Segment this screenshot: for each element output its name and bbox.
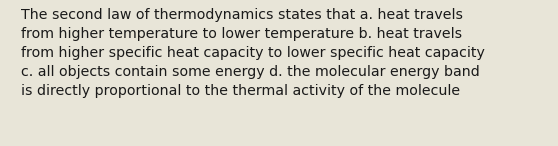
- Text: The second law of thermodynamics states that a. heat travels
from higher tempera: The second law of thermodynamics states …: [21, 8, 485, 98]
